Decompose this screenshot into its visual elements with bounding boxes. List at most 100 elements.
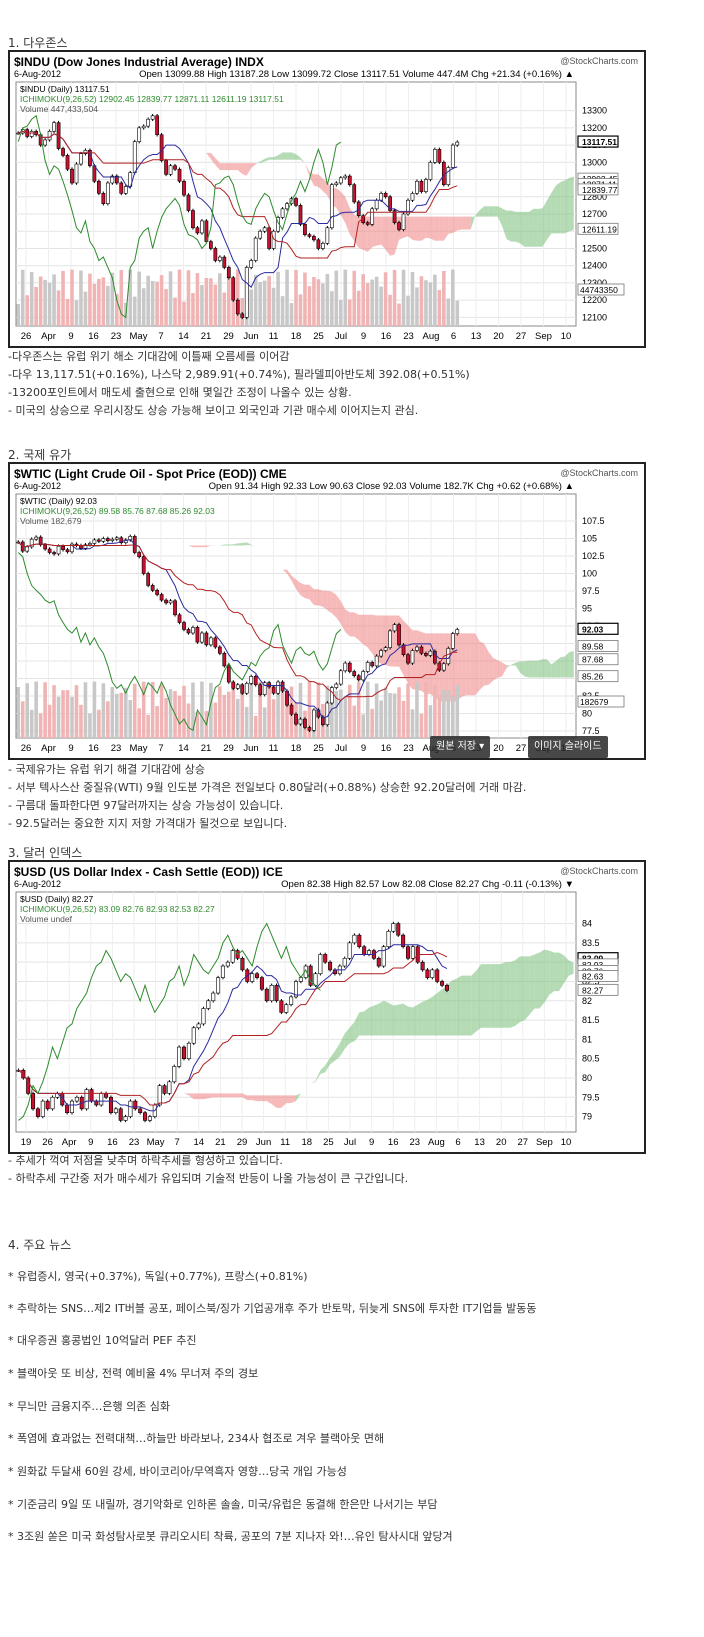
candle-body [128, 1100, 133, 1117]
volume-bar [191, 292, 195, 326]
ichimoku-cloud-segment [359, 1011, 365, 1036]
ichimoku-cloud-segment [502, 208, 507, 239]
volume-bar [347, 299, 352, 326]
candle-body [450, 633, 455, 649]
volume-bar [240, 297, 245, 326]
ichimoku-cloud-segment [461, 633, 467, 697]
volume-bar [182, 301, 186, 326]
volume-bar [79, 270, 83, 326]
volume-bar [298, 294, 303, 326]
volume-bar [61, 270, 65, 326]
ichimoku-cloud-segment [291, 575, 296, 589]
ichimoku-cloud-segment [246, 542, 252, 546]
ichimoku-cloud-segment [219, 544, 225, 546]
y-tick-label: 12400 [582, 261, 607, 271]
ichimoku-cloud-segment [471, 970, 477, 1036]
ichimoku-cloud-segment [484, 206, 489, 217]
volume-bar [428, 282, 433, 326]
candle-body [110, 538, 115, 541]
volume-bar [146, 714, 150, 738]
volume-bar [415, 681, 419, 738]
volume-bar [374, 276, 379, 326]
volume-bar [451, 696, 455, 738]
save-original-button[interactable]: 원본 저장 ▾ [430, 736, 491, 758]
volume-bar [298, 682, 303, 738]
ichimoku-cloud-segment [488, 206, 494, 217]
candle-body [186, 629, 191, 634]
y-tick-label: 12700 [582, 209, 607, 219]
ichimoku-cloud-segment [398, 1003, 404, 1036]
volume-bar [110, 687, 115, 738]
candle-body [50, 1096, 55, 1110]
ichimoku-cloud-segment [266, 1095, 272, 1105]
ichimoku-cloud-segment [255, 161, 261, 165]
volume-bar [271, 287, 276, 326]
ichimoku-cloud-segment [304, 163, 310, 177]
image-slide-button[interactable]: 이미지 슬라이드 [528, 736, 608, 758]
ichimoku-cloud-segment [318, 589, 323, 607]
candle-body [164, 160, 168, 175]
ichimoku-cloud-segment [208, 1093, 214, 1099]
candle-body [217, 646, 222, 654]
candle-body [258, 230, 263, 239]
volume-bar [119, 270, 124, 326]
volume-bar [379, 286, 383, 326]
ichimoku-cloud-segment [344, 1027, 350, 1050]
candle-body [168, 600, 173, 604]
candle-body [294, 713, 298, 725]
candle-body [240, 313, 245, 318]
candle-body [249, 260, 254, 268]
candle-body [114, 537, 119, 540]
candle-body [35, 1108, 40, 1117]
x-tick-label: 9 [369, 1137, 374, 1148]
candle-body [217, 256, 222, 261]
candle-body [138, 1108, 143, 1114]
candle-body [83, 544, 88, 549]
x-tick-label: 25 [323, 1137, 334, 1148]
volume-bar [392, 693, 397, 738]
candle-body [88, 543, 92, 546]
candle-body [155, 115, 159, 136]
candle-body [235, 684, 240, 689]
ichimoku-cloud-segment [378, 1000, 384, 1036]
ichimoku-cloud-segment [327, 590, 332, 614]
ichimoku-cloud-segment [452, 216, 458, 233]
ichimoku-cloud-segment [408, 1006, 413, 1036]
y-tick-label: 82 [582, 996, 592, 1006]
note-line: -다우 13,117.51(+0.16%), 나스닥 2,989.91(+0.7… [8, 368, 470, 381]
y-tick-label: 12300 [582, 278, 607, 288]
candle-body [383, 193, 388, 198]
x-tick-label: 27 [518, 1137, 529, 1148]
ichimoku-cloud-segment [500, 962, 506, 1028]
ichimoku-cloud-segment [390, 216, 395, 256]
ichimoku-cloud-segment [520, 956, 525, 1022]
dow-chart-svg: $INDU (Dow Jones Industrial Average) IND… [10, 52, 644, 346]
ichimoku-cloud-segment [466, 633, 471, 696]
volume-bar [424, 280, 428, 326]
ichimoku-cloud-segment [466, 975, 472, 1036]
candle-body [388, 630, 392, 648]
volume-bar [115, 693, 119, 738]
x-tick-label: 11 [269, 331, 279, 342]
candle-body [162, 1085, 167, 1094]
candle-body [150, 585, 155, 591]
ichimoku-cloud-segment [313, 174, 319, 187]
chart-title: $USD (US Dollar Index - Cash Settle (EOD… [14, 865, 283, 879]
price-marker-label: 89.58 [582, 641, 604, 651]
candle-body [114, 175, 119, 184]
price-marker-label: 12611.19 [582, 224, 617, 234]
ichimoku-cloud-segment [188, 1093, 194, 1100]
candle-body [280, 208, 285, 218]
ichimoku-cloud-segment [287, 569, 292, 581]
ichimoku-cloud-segment [273, 155, 279, 160]
ichimoku-cloud-segment [555, 182, 561, 234]
ichimoku-cloud-segment [528, 660, 534, 678]
candle-body [255, 973, 260, 978]
news-item: * 폭염에 효과없는 전력대책…하늘만 바라보나, 234사 협조로 겨우 블랙… [8, 1432, 385, 1445]
volume-bar [280, 296, 285, 326]
ichimoku-cloud-segment [493, 657, 498, 681]
volume-bar [47, 704, 52, 738]
volume-bar [235, 269, 240, 326]
price-marker-box [577, 135, 619, 148]
candle-body [397, 624, 401, 646]
